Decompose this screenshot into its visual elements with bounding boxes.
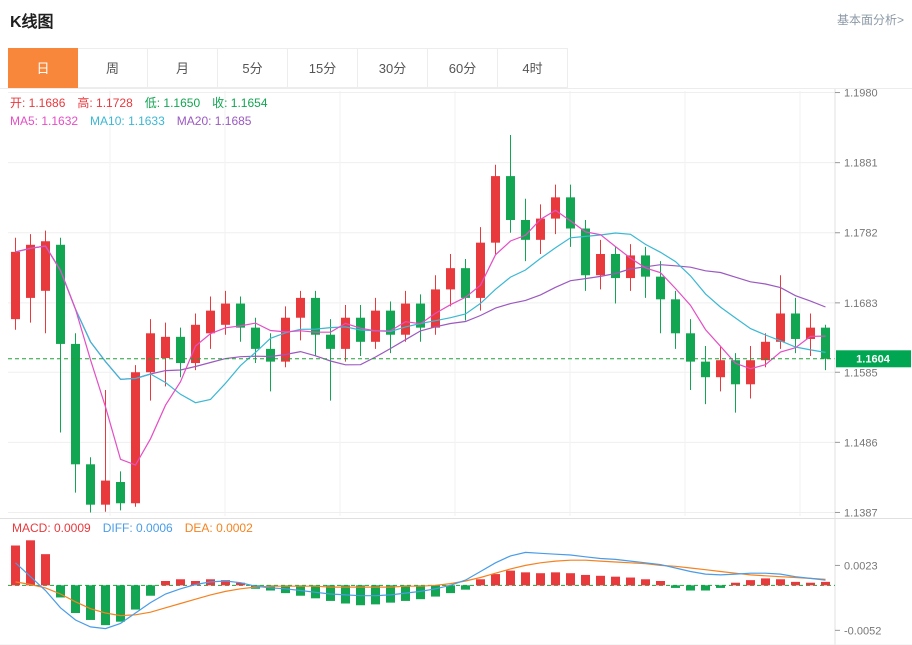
svg-text:1.1387: 1.1387 [844, 507, 878, 519]
ma10-value: MA10: 1.1633 [90, 114, 165, 128]
chart-frame [0, 89, 912, 645]
tab-week[interactable]: 周 [78, 48, 148, 88]
tab-month[interactable]: 月 [148, 48, 218, 88]
macd-pane [8, 540, 835, 630]
close-value: 收: 1.1654 [212, 96, 268, 110]
fundamental-analysis-link[interactable]: 基本面分析> [836, 13, 904, 27]
tab-min15[interactable]: 15分 [288, 48, 358, 88]
y-axis-main: 1.1980 1.1881 1.1782 1.1683 1.1585 1.1486 1.13… [835, 89, 878, 519]
svg-text:1.1980: 1.1980 [844, 89, 878, 100]
ma-lines [15, 209, 826, 466]
svg-text:1.1604: 1.1604 [856, 353, 891, 365]
tab-hour4[interactable]: 4时 [498, 48, 568, 88]
tab-min60[interactable]: 60分 [428, 48, 498, 88]
svg-text:-0.0052: -0.0052 [844, 625, 881, 637]
high-value: 高: 1.1728 [77, 96, 133, 110]
dea-value: DEA: 0.0002 [184, 521, 253, 535]
y-axis-macd: 0.0023 -0.0052 [835, 560, 881, 637]
macd-info-row: MACD: 0.0009 DIFF: 0.0006 DEA: 0.0002 [12, 521, 265, 535]
macd-value: MACD: 0.0009 [12, 521, 91, 535]
ma-info-row: MA5: 1.1632 MA10: 1.1633 MA20: 1.1685 [10, 114, 263, 128]
svg-text:1.1683: 1.1683 [844, 298, 878, 310]
svg-text:1.1585: 1.1585 [844, 367, 878, 379]
svg-text:0.0023: 0.0023 [844, 560, 878, 572]
current-price-tag: 1.1604 [836, 350, 911, 368]
kline-chart[interactable]: 1.1980 1.1881 1.1782 1.1683 1.1585 1.1486 1.13… [0, 89, 912, 645]
candlestick-series [11, 135, 830, 513]
tab-min30[interactable]: 30分 [358, 48, 428, 88]
diff-value: DIFF: 0.0006 [102, 521, 173, 535]
svg-text:1.1486: 1.1486 [844, 437, 878, 449]
ohlc-info-row: 开: 1.1686 高: 1.1728 低: 1.1650 收: 1.1654 [10, 94, 280, 111]
period-tabs: 日周月 5分 15分 30分 60分 4时 [8, 48, 568, 88]
low-value: 低: 1.1650 [144, 96, 201, 110]
page-title: K线图 [10, 14, 54, 31]
svg-text:1.1782: 1.1782 [844, 228, 878, 240]
ma5-value: MA5: 1.1632 [10, 114, 79, 128]
grid-lines [8, 91, 835, 516]
tab-min5[interactable]: 5分 [218, 48, 288, 88]
svg-text:1.1881: 1.1881 [844, 158, 878, 170]
open-value: 开: 1.1686 [10, 96, 66, 110]
chart-area: 1.1980 1.1881 1.1782 1.1683 1.1585 1.1486 1.13… [0, 88, 912, 645]
ma20-value: MA20: 1.1685 [176, 114, 252, 128]
tab-day[interactable]: 日 [8, 48, 78, 88]
